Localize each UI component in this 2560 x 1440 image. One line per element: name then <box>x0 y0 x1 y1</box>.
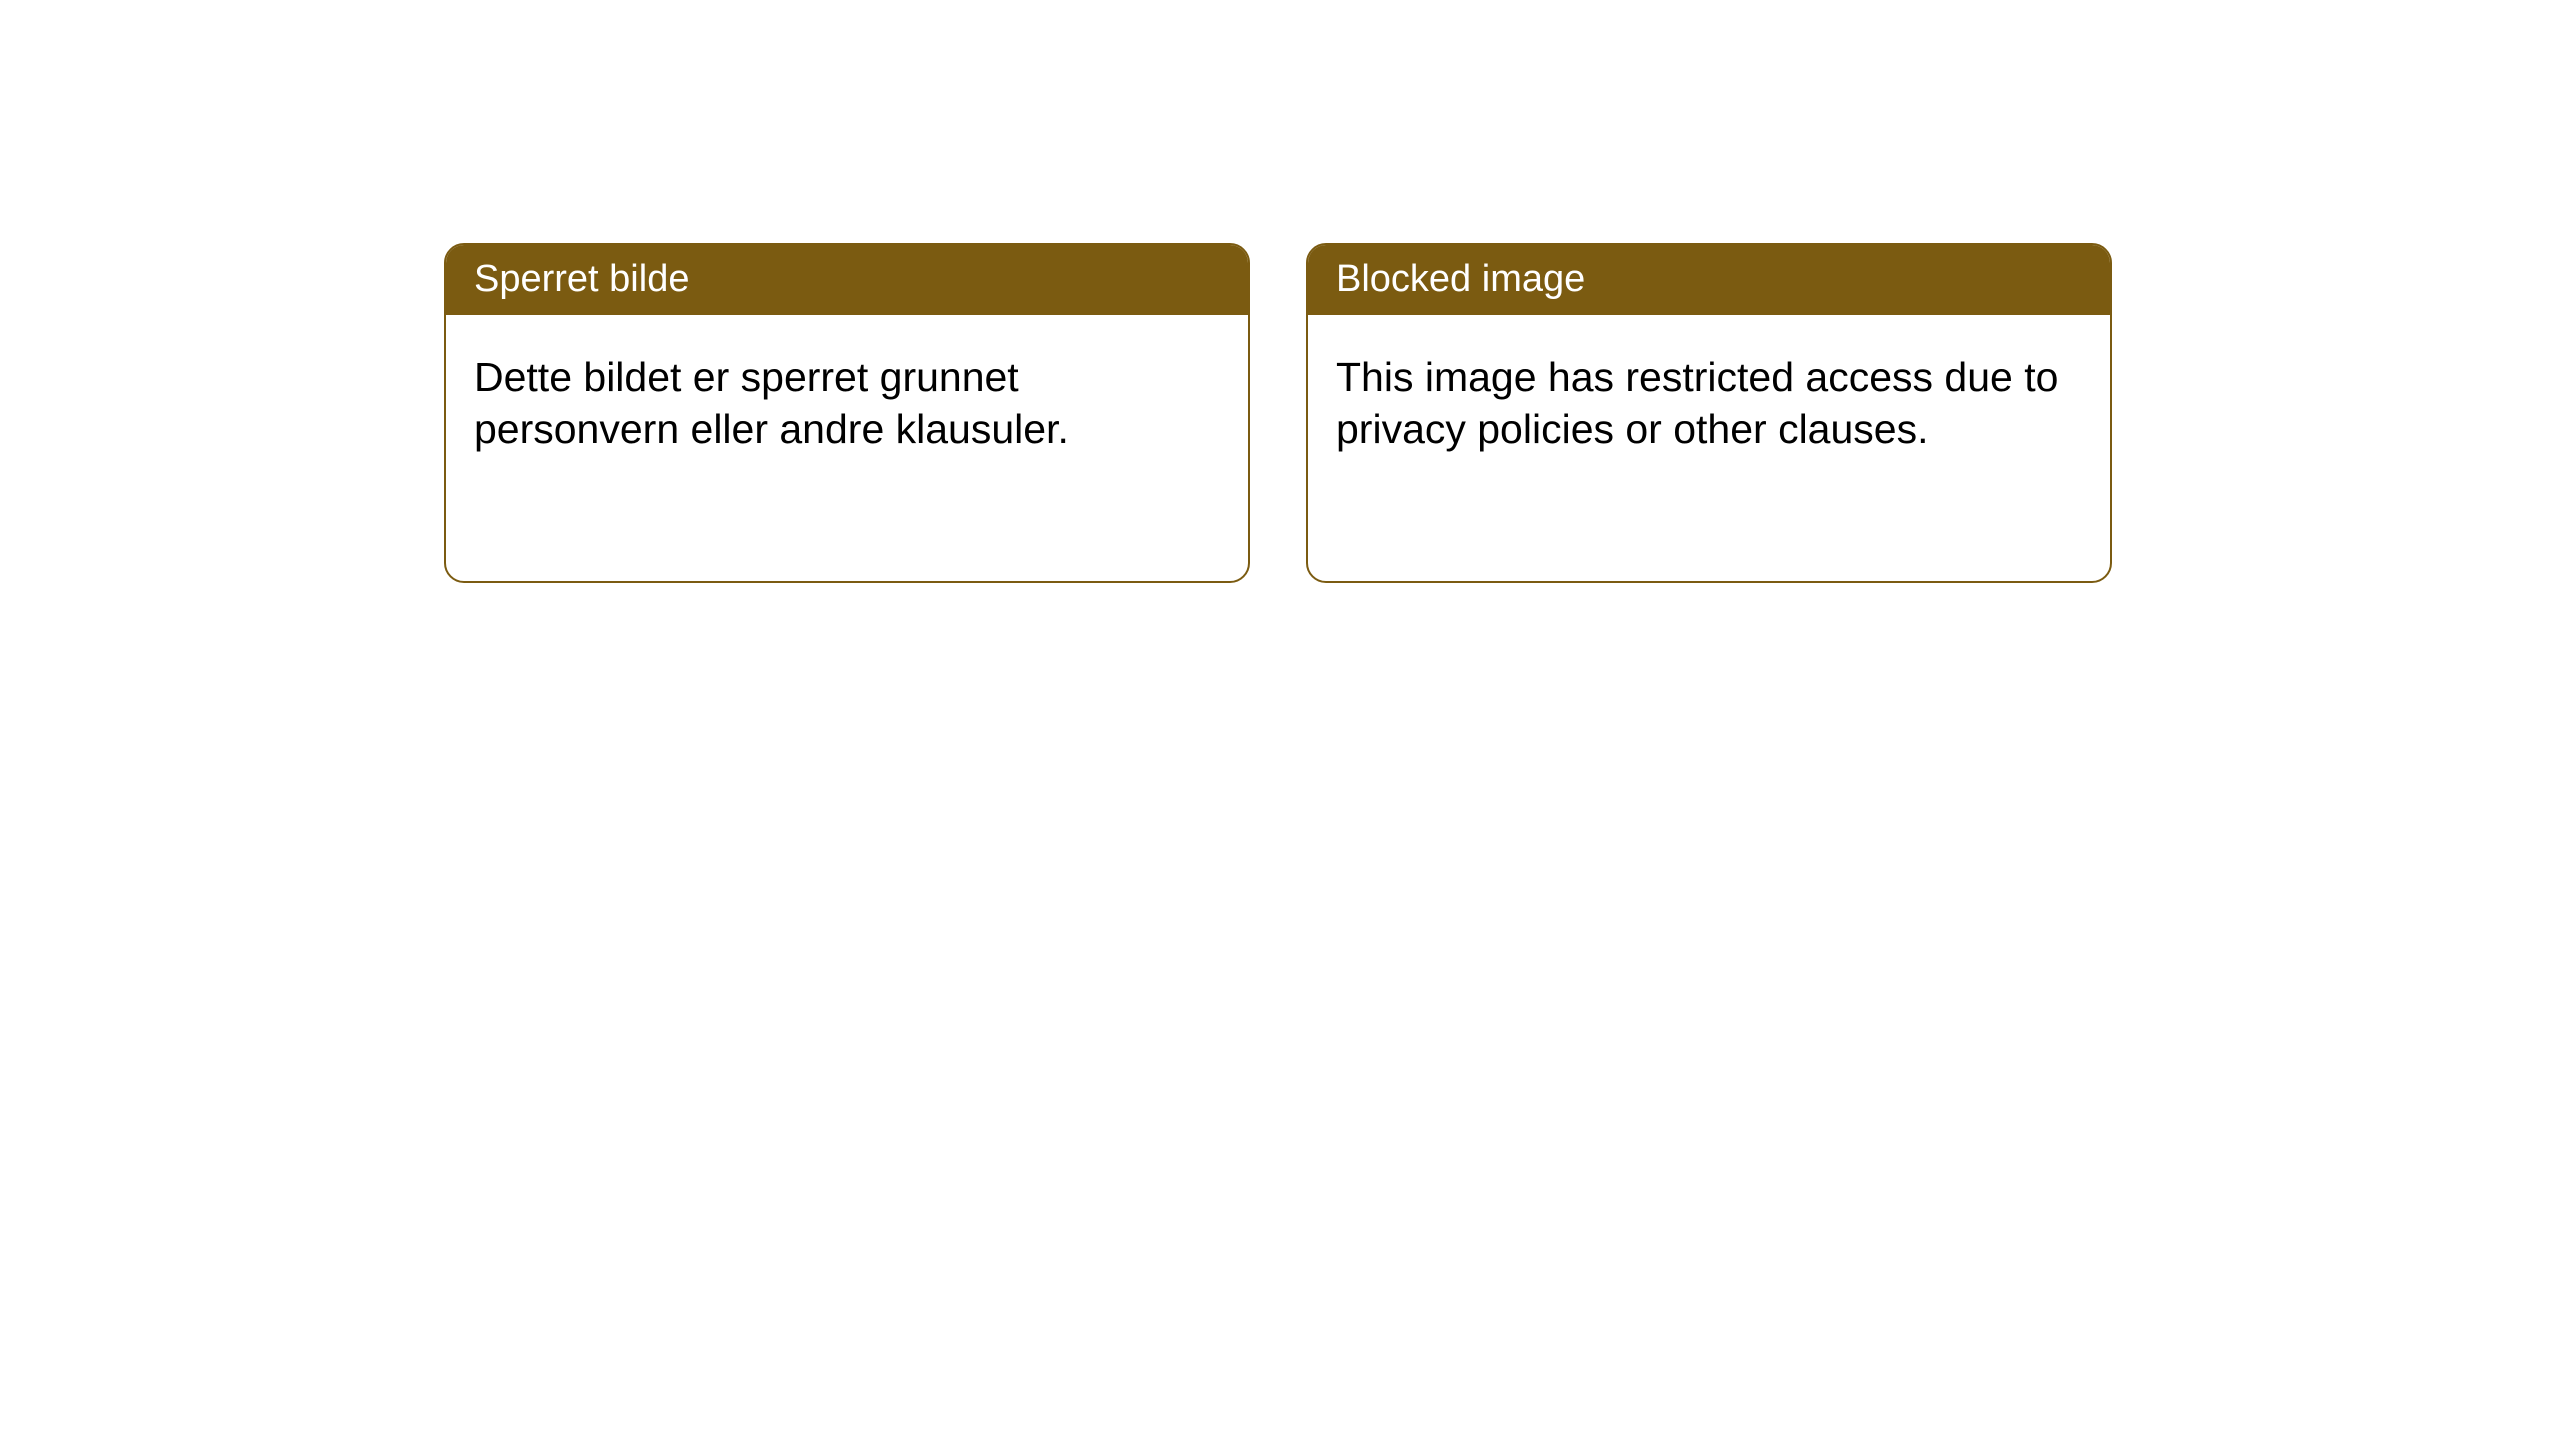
card-header: Blocked image <box>1308 245 2110 315</box>
card-body-text: Dette bildet er sperret grunnet personve… <box>474 354 1069 452</box>
card-body-text: This image has restricted access due to … <box>1336 354 2058 452</box>
card-title: Blocked image <box>1336 258 1585 300</box>
blocked-image-card-en: Blocked image This image has restricted … <box>1306 243 2112 583</box>
card-body: This image has restricted access due to … <box>1308 315 2110 492</box>
card-header: Sperret bilde <box>446 245 1248 315</box>
card-body: Dette bildet er sperret grunnet personve… <box>446 315 1248 492</box>
notice-container: Sperret bilde Dette bildet er sperret gr… <box>444 243 2112 583</box>
card-title: Sperret bilde <box>474 258 689 300</box>
blocked-image-card-no: Sperret bilde Dette bildet er sperret gr… <box>444 243 1250 583</box>
